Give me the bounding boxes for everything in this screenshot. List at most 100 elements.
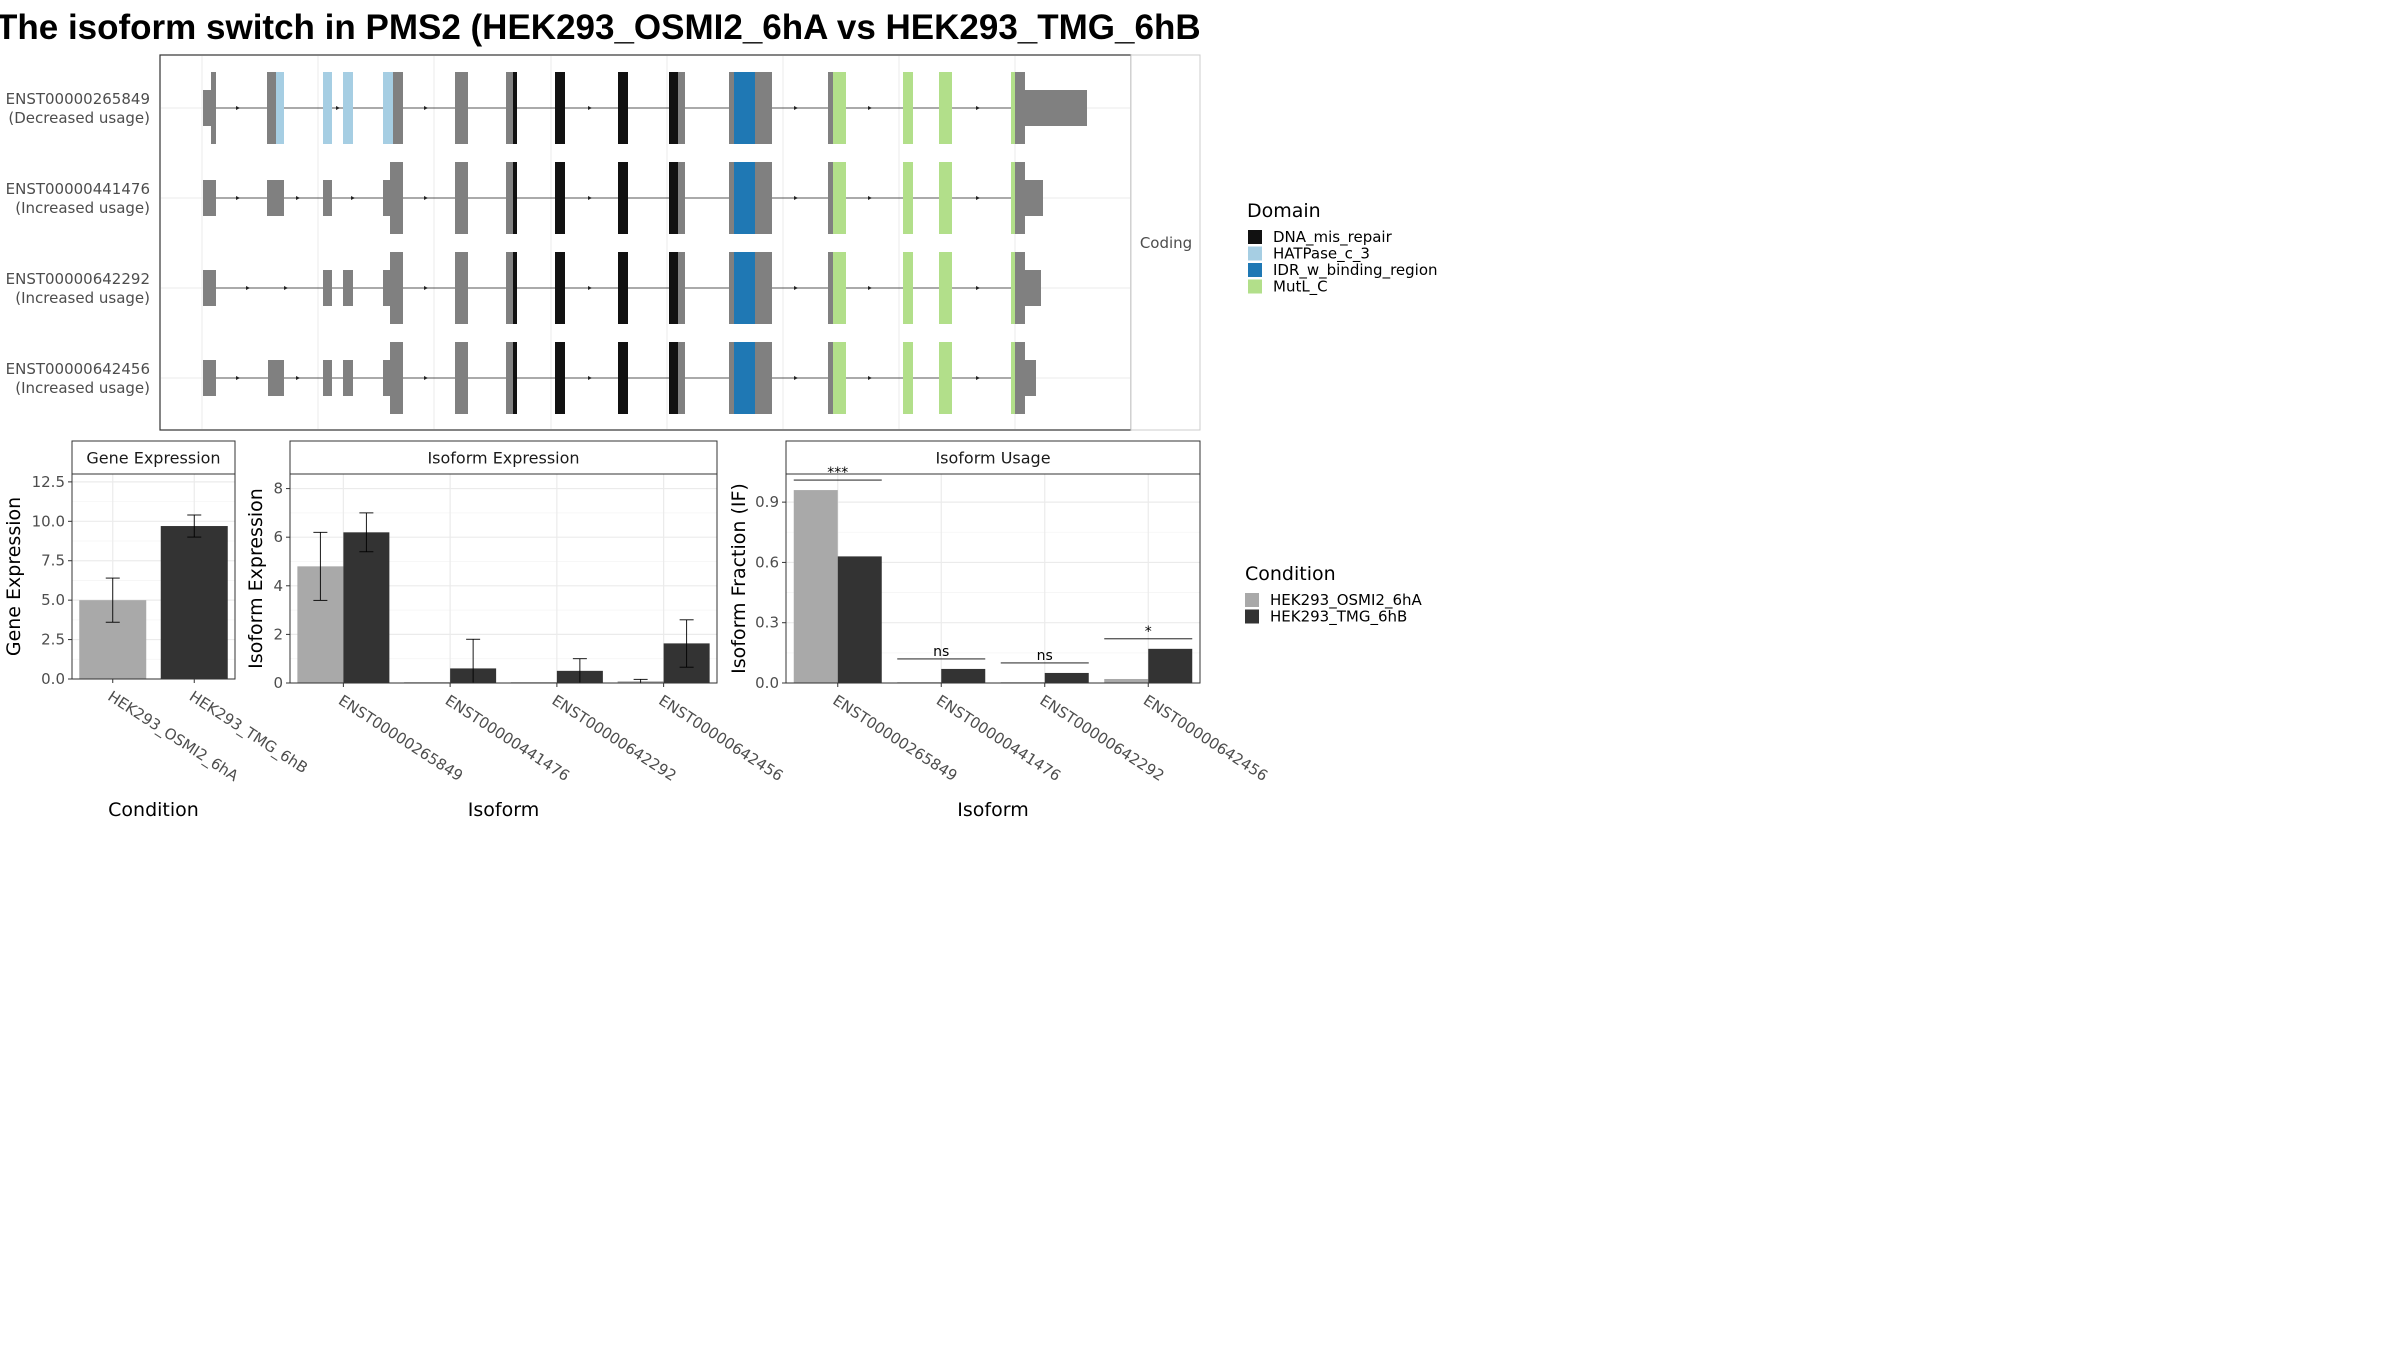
domain-DNA_mis_repair [513, 342, 517, 414]
panel-border [785, 473, 1201, 684]
bar-HEK293_OSMI2_6hA [793, 490, 838, 683]
domain-MutL_C [833, 342, 846, 414]
transcript-plot-area [159, 54, 1132, 431]
x-axis-title: Isoform [468, 799, 539, 821]
transcript-id-label: ENST00000642292 [6, 270, 150, 288]
transcript-row-ENST00000265849 [203, 72, 1087, 144]
y-tick-label: 0 [273, 674, 283, 692]
domain-DNA_mis_repair [618, 252, 628, 324]
exon [1015, 72, 1025, 144]
y-axis-title: Isoform Fraction (IF) [728, 483, 750, 674]
y-tick-label: 7.5 [41, 552, 65, 570]
exon [828, 252, 833, 324]
domain-MutL_C [903, 342, 913, 414]
domain-MutL_C [833, 162, 846, 234]
exon [343, 270, 353, 306]
exon [203, 90, 211, 126]
exon [455, 162, 468, 234]
y-tick-label: 10.0 [32, 512, 65, 530]
exon [455, 72, 468, 144]
exon [755, 72, 772, 144]
direction-arrow [794, 106, 798, 110]
transcript-row-ENST00000642456 [203, 342, 1036, 414]
direction-arrow [976, 106, 980, 110]
exon [506, 72, 513, 144]
domain-DNA_mis_repair [669, 162, 678, 234]
domain-DNA_mis_repair [555, 252, 565, 324]
direction-arrow [296, 376, 300, 380]
direction-arrow [794, 286, 798, 290]
exon [455, 342, 468, 414]
direction-arrow [236, 196, 240, 200]
direction-arrow [424, 106, 428, 110]
exon [828, 72, 833, 144]
exon [1025, 90, 1087, 126]
domain-MutL_C [939, 72, 952, 144]
domain-HATPase_c_3 [276, 72, 284, 144]
exon [203, 270, 216, 306]
bar-HEK293_TMG_6hB [837, 556, 882, 683]
exon [1025, 180, 1043, 216]
legend-key-HATPase_c_3 [1248, 246, 1262, 261]
panel-strip [71, 440, 236, 475]
domain-HATPase_c_3 [343, 72, 353, 144]
panel-strip [785, 440, 1201, 475]
transcript-usage-label: (Increased usage) [15, 379, 150, 397]
exon [506, 252, 513, 324]
isoform-expression-panel: Isoform Expression02468ENST00000265849EN… [245, 440, 786, 821]
x-axis-title: Isoform [957, 799, 1028, 821]
domain-MutL_C [903, 72, 913, 144]
exon [506, 342, 513, 414]
direction-arrow [424, 376, 428, 380]
exon [343, 360, 353, 396]
bar-HEK293_OSMI2_6hA [1104, 678, 1149, 683]
domain-DNA_mis_repair [555, 162, 565, 234]
exon [828, 162, 833, 234]
exon [755, 162, 772, 234]
exon [506, 162, 513, 234]
exon [729, 252, 734, 324]
domain-MutL_C [939, 252, 952, 324]
direction-arrow [236, 106, 240, 110]
direction-arrow [794, 376, 798, 380]
facet-strip [1130, 54, 1201, 431]
direction-arrow [296, 196, 300, 200]
exon [828, 342, 833, 414]
domain-HATPase_c_3 [323, 72, 332, 144]
x-axis-title: Condition [108, 799, 199, 821]
domain-legend-title: Domain [1247, 200, 1321, 222]
exon [323, 270, 332, 306]
direction-arrow [424, 196, 428, 200]
bar-HEK293_TMG_6hB [941, 668, 986, 683]
direction-arrow [868, 106, 872, 110]
legend-key-HEK293_TMG_6hB [1245, 609, 1259, 624]
direction-arrow [976, 196, 980, 200]
legend-key-DNA_mis_repair [1248, 230, 1262, 244]
y-tick-label: 8 [273, 480, 283, 498]
significance-label: ns [1037, 648, 1053, 664]
direction-arrow [424, 286, 428, 290]
domain-DNA_mis_repair [669, 72, 678, 144]
domain-DNA_mis_repair [555, 72, 565, 144]
transcript-row-ENST00000642292 [203, 252, 1041, 324]
transcript-id-label: ENST00000265849 [6, 90, 150, 108]
exon [393, 72, 403, 144]
direction-arrow [284, 286, 288, 290]
exon [1015, 252, 1025, 324]
exon [729, 162, 734, 234]
exon [390, 342, 403, 414]
y-axis-title: Gene Expression [3, 497, 25, 656]
legend-key-HEK293_OSMI2_6hA [1245, 593, 1259, 607]
domain-DNA_mis_repair [618, 342, 628, 414]
y-tick-label: 12.5 [32, 473, 65, 491]
bar-HEK293_TMG_6hB [1044, 672, 1089, 683]
y-tick-label: 0.6 [755, 553, 779, 571]
exon [1025, 360, 1036, 396]
exon [323, 180, 332, 216]
legend-label-DNA_mis_repair: DNA_mis_repair [1273, 228, 1393, 247]
exon [268, 360, 284, 396]
facet-label-coding: Coding [1140, 234, 1192, 252]
x-tick-label: HEK293_OSMI2_6hA [104, 687, 242, 786]
